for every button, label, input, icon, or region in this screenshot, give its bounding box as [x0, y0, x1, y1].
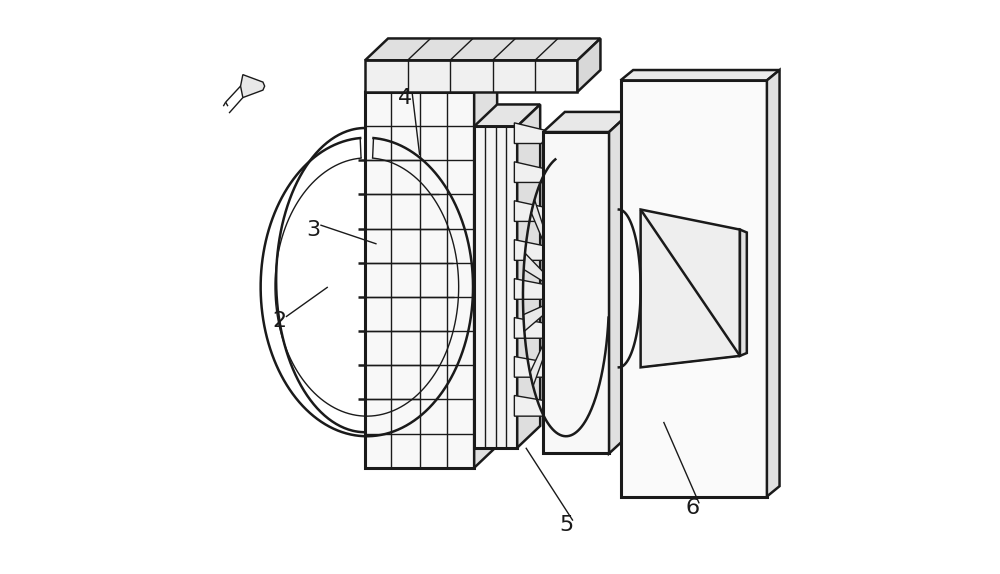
Polygon shape	[523, 306, 543, 331]
Polygon shape	[365, 92, 474, 468]
Polygon shape	[514, 123, 549, 144]
Polygon shape	[767, 70, 780, 497]
Polygon shape	[588, 313, 608, 343]
Polygon shape	[577, 38, 600, 92]
Text: 3: 3	[306, 220, 321, 239]
Polygon shape	[474, 104, 540, 126]
Text: 4: 4	[398, 88, 412, 107]
Polygon shape	[544, 362, 556, 424]
Polygon shape	[517, 104, 540, 448]
Polygon shape	[531, 200, 549, 250]
Polygon shape	[574, 365, 585, 428]
Polygon shape	[545, 165, 557, 228]
Polygon shape	[474, 126, 517, 448]
Polygon shape	[621, 70, 780, 80]
Polygon shape	[514, 317, 559, 338]
Polygon shape	[514, 201, 553, 222]
Text: 2: 2	[272, 312, 286, 331]
Polygon shape	[474, 70, 497, 468]
Polygon shape	[609, 112, 631, 453]
Polygon shape	[562, 373, 567, 436]
Polygon shape	[514, 162, 551, 183]
Polygon shape	[241, 75, 265, 98]
Polygon shape	[530, 338, 548, 386]
Polygon shape	[543, 112, 631, 132]
Polygon shape	[514, 356, 561, 377]
Text: 5: 5	[559, 515, 573, 535]
Polygon shape	[621, 80, 767, 497]
Polygon shape	[514, 395, 563, 416]
Polygon shape	[365, 38, 600, 60]
Polygon shape	[514, 240, 555, 261]
Polygon shape	[365, 60, 577, 92]
Polygon shape	[543, 132, 609, 453]
Polygon shape	[514, 278, 557, 299]
Text: 6: 6	[685, 498, 699, 518]
Polygon shape	[641, 210, 740, 367]
Polygon shape	[583, 344, 600, 395]
Polygon shape	[740, 230, 747, 356]
Polygon shape	[365, 70, 497, 92]
Polygon shape	[524, 253, 543, 281]
